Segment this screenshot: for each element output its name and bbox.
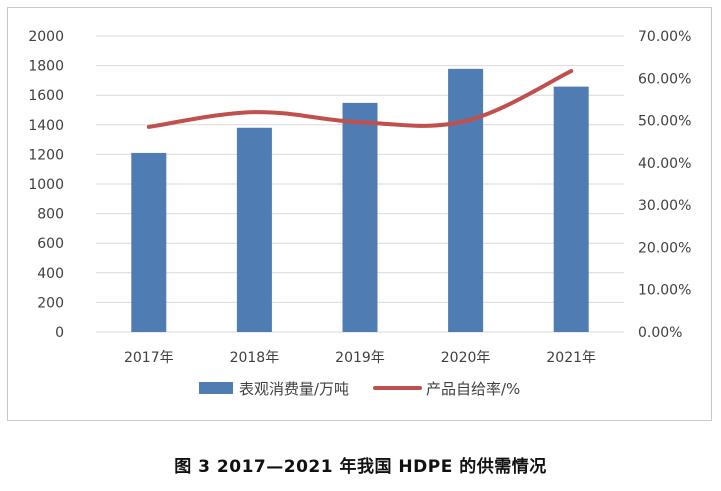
right-tick-label: 50.00% <box>638 114 691 130</box>
right-tick-label: 20.00% <box>638 240 691 256</box>
bar <box>236 127 272 332</box>
bar <box>342 102 378 332</box>
left-tick-label: 600 <box>37 236 64 252</box>
x-axis-ticks: 2017年 2018年 2019年 2020年 2021年 <box>124 350 596 366</box>
x-tick-label: 2019年 <box>335 350 385 366</box>
legend-bar-swatch <box>199 382 233 394</box>
left-tick-label: 1200 <box>28 147 64 163</box>
right-tick-label: 40.00% <box>638 156 691 172</box>
left-tick-label: 1000 <box>28 177 64 193</box>
x-tick-label: 2017年 <box>124 350 174 366</box>
left-axis-ticks: 0 200 400 600 800 1000 1200 1400 1600 1800 2000 <box>28 29 64 341</box>
right-tick-label: 30.00% <box>638 198 691 214</box>
figure-caption: 图 3 2017—2021 年我国 HDPE 的供需情况 <box>174 457 547 477</box>
left-tick-label: 1800 <box>28 59 64 75</box>
left-tick-label: 2000 <box>28 29 64 45</box>
bar <box>553 86 589 332</box>
left-tick-label: 1400 <box>28 118 64 134</box>
x-tick-label: 2020年 <box>441 350 491 366</box>
chart: 0 200 400 600 800 1000 1200 1400 1600 1800 2000 0.… <box>28 29 691 398</box>
legend-bar-label: 表观消费量/万吨 <box>239 380 349 398</box>
bar <box>131 152 167 332</box>
left-tick-label: 400 <box>37 266 64 282</box>
x-tick-label: 2021年 <box>546 350 596 366</box>
bar <box>448 68 484 332</box>
right-axis-ticks: 0.00% 10.00% 20.00% 30.00% 40.00% 50.00% 60.00… <box>638 29 691 341</box>
legend-line-label: 产品自给率/% <box>426 380 520 398</box>
right-tick-label: 0.00% <box>638 325 682 341</box>
bar-series <box>131 68 589 332</box>
line-series <box>146 69 574 129</box>
chart-frame: 0 200 400 600 800 1000 1200 1400 1600 1800 2000 0.… <box>7 7 712 421</box>
right-tick-label: 60.00% <box>638 71 691 87</box>
right-tick-label: 10.00% <box>638 283 691 299</box>
left-tick-label: 200 <box>37 295 64 311</box>
x-tick-label: 2018年 <box>230 350 280 366</box>
left-tick-label: 800 <box>37 207 64 223</box>
left-tick-label: 1600 <box>28 88 64 104</box>
legend: 表观消费量/万吨 产品自给率/% <box>199 380 520 398</box>
left-tick-label: 0 <box>55 325 64 341</box>
right-tick-label: 70.00% <box>638 29 691 45</box>
